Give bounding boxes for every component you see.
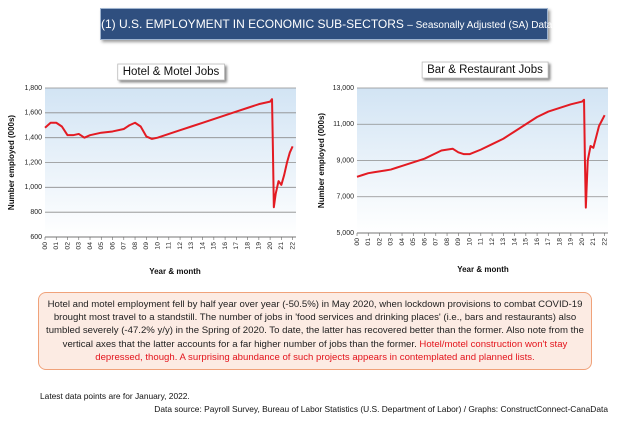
x-tick-label: 20 xyxy=(267,242,274,250)
data-line xyxy=(44,98,294,209)
banner: (1) U.S. EMPLOYMENT IN ECONOMIC SUB-SECT… xyxy=(100,8,552,40)
y-tick-label: 11,000 xyxy=(333,121,354,128)
x-tick-label: 18 xyxy=(556,238,563,246)
header-title: (1) U.S. EMPLOYMENT IN ECONOMIC SUB-SECT… xyxy=(101,17,404,31)
x-tick-label: 16 xyxy=(222,242,229,250)
x-tick-label: 10 xyxy=(154,242,161,250)
x-tick-label: 00 xyxy=(354,238,361,246)
x-tick-label: 04 xyxy=(399,238,406,246)
x-tick-label: 03 xyxy=(76,242,83,250)
y-tick-label: 1,800 xyxy=(24,85,42,92)
chart-title-box xyxy=(421,61,549,79)
x-tick-label: 21 xyxy=(590,238,597,246)
x-tick-label: 01 xyxy=(365,238,372,246)
x-axis-label: Year & month xyxy=(149,267,201,276)
y-tick-label: 600 xyxy=(30,234,42,241)
y-tick-label: 13,000 xyxy=(333,85,355,92)
x-tick-label: 02 xyxy=(64,242,71,250)
note-text: Hotel and motel employment fell by half … xyxy=(46,299,584,350)
y-tick-label: 1,400 xyxy=(24,135,42,142)
y-tick-label: 1,000 xyxy=(24,184,42,191)
y-tick-label: 1,600 xyxy=(24,110,42,117)
x-tick-label: 08 xyxy=(444,238,451,246)
x-tick-label: 04 xyxy=(87,242,94,250)
x-tick-label: 12 xyxy=(489,238,496,246)
y-tick-label: 9,000 xyxy=(336,157,354,164)
x-tick-label: 16 xyxy=(534,238,541,246)
x-tick-label: 13 xyxy=(188,242,195,250)
x-tick-label: 10 xyxy=(466,238,473,246)
x-tick-label: 21 xyxy=(278,242,285,250)
x-tick-label: 01 xyxy=(53,242,60,250)
x-tick-label: 19 xyxy=(568,238,575,246)
x-tick-label: 12 xyxy=(177,242,184,250)
x-tick-label: 00 xyxy=(42,242,49,250)
x-tick-label: 14 xyxy=(199,242,206,250)
x-tick-label: 09 xyxy=(455,238,462,246)
x-tick-label: 07 xyxy=(433,238,440,246)
x-tick-label: 22 xyxy=(289,242,296,250)
note-highlight: Hotel/motel construction won't stay depr… xyxy=(95,338,568,363)
note-box: Hotel and motel employment fell by half … xyxy=(38,292,592,371)
y-tick-label: 5,000 xyxy=(336,230,354,237)
x-tick-label: 07 xyxy=(121,242,128,250)
header-subtitle: – Seasonally Adjusted (SA) Data xyxy=(407,20,553,31)
x-tick-label: 08 xyxy=(132,242,139,250)
x-tick-label: 06 xyxy=(421,238,428,246)
x-tick-label: 09 xyxy=(143,242,150,250)
x-axis-label: Year & month xyxy=(457,265,509,274)
x-tick-label: 06 xyxy=(109,242,116,250)
x-tick-label: 15 xyxy=(523,238,530,246)
x-tick-label: 17 xyxy=(545,238,552,246)
chart-title: Hotel & Motel Jobs xyxy=(123,66,220,78)
x-tick-label: 14 xyxy=(511,238,518,246)
x-tick-label: 15 xyxy=(211,242,218,250)
y-tick-label: 800 xyxy=(30,209,42,216)
y-axis-label: Number employed (000s) xyxy=(7,115,16,210)
chart-title-box xyxy=(117,63,225,81)
x-tick-label: 02 xyxy=(376,238,383,246)
x-tick-label: 11 xyxy=(478,238,485,245)
x-tick-label: 17 xyxy=(233,242,240,250)
x-tick-label: 03 xyxy=(388,238,395,246)
chart-title: Bar & Restaurant Jobs xyxy=(427,64,543,76)
y-tick-label: 1,200 xyxy=(24,159,42,166)
y-axis-label: Number employed (000s) xyxy=(317,113,326,208)
footer-source: Data source: Payroll Survey, Bureau of L… xyxy=(154,404,608,414)
x-tick-label: 05 xyxy=(98,242,105,250)
x-tick-label: 20 xyxy=(579,238,586,246)
x-tick-label: 22 xyxy=(601,238,608,246)
charts: 600 800 1,000 1,200 1,400 1,600 1,800 00 01 02 03 0… xyxy=(7,61,608,276)
x-tick-label: 13 xyxy=(500,238,507,246)
y-tick-label: 7,000 xyxy=(336,194,354,201)
x-tick-label: 11 xyxy=(166,242,173,249)
footer-latest: Latest data points are for January, 2022… xyxy=(40,391,190,401)
x-tick-label: 18 xyxy=(244,242,251,250)
data-line xyxy=(356,98,606,209)
x-tick-label: 19 xyxy=(256,242,263,250)
x-tick-label: 05 xyxy=(410,238,417,246)
